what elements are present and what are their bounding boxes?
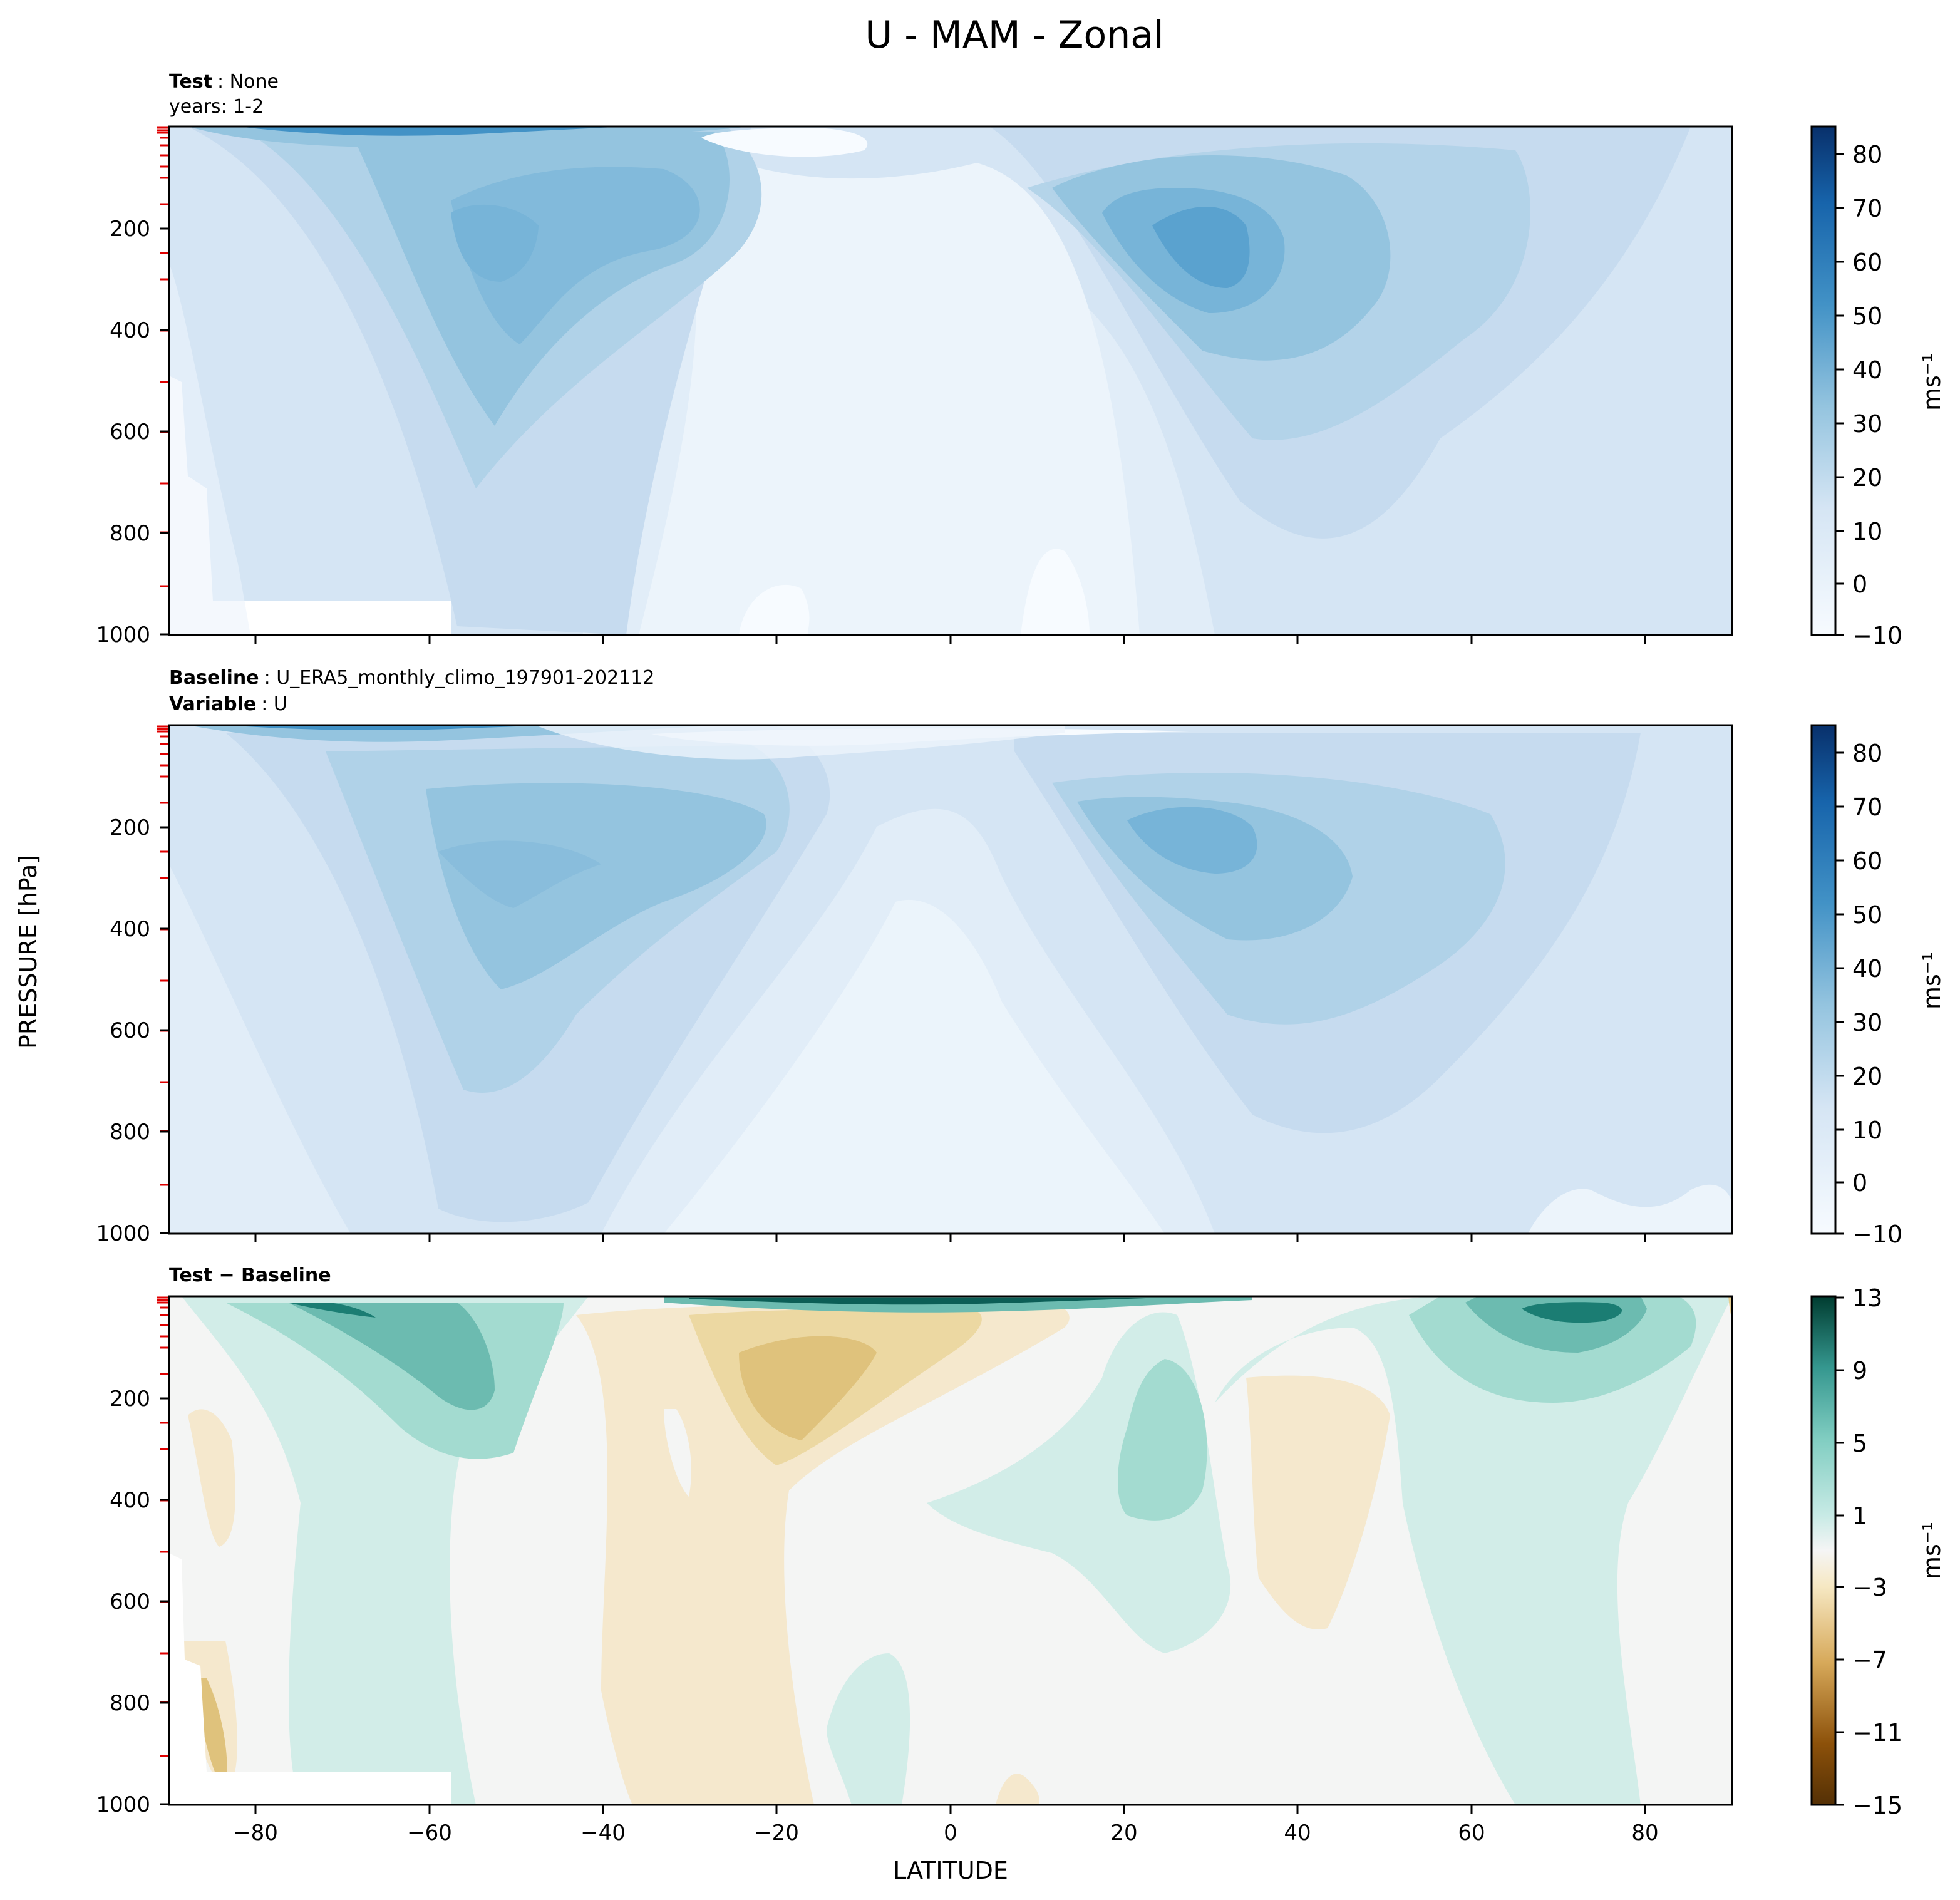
colorbar-tick: 10	[1852, 1117, 1882, 1144]
xtick-label: 60	[1458, 1820, 1485, 1846]
colorbar-tick: 30	[1852, 1009, 1882, 1036]
colorbar-tick: 80	[1852, 740, 1882, 767]
panel-baseline-yticks: 200 400 600 800 1000	[96, 815, 150, 1246]
xtick-label: −40	[580, 1820, 626, 1846]
colorbar-tick: −10	[1852, 622, 1902, 649]
colorbar-tick: 13	[1852, 1284, 1882, 1312]
ytick-label: 600	[110, 1018, 150, 1043]
colorbar-tick: −10	[1852, 1221, 1902, 1248]
panel-baseline: Baseline: U_ERA5_monthly_climo_197901-20…	[96, 667, 1946, 1248]
panel-test: Test: None years: 1-2	[96, 71, 1946, 649]
colorbar-tick: 9	[1852, 1357, 1867, 1385]
ytick-label: 400	[110, 917, 150, 942]
ytick-label: 1000	[96, 1221, 150, 1246]
panel-diff-yticks: 200 400 600 800 1000	[96, 1386, 150, 1817]
xtick-label: 40	[1284, 1820, 1311, 1846]
colorbar-label: ms⁻¹	[1918, 952, 1946, 1009]
colorbar-tick: −7	[1852, 1646, 1887, 1674]
panel-baseline-level-marks	[157, 725, 168, 1186]
colorbar-tick: 1	[1852, 1502, 1867, 1530]
figure-title: U - MAM - Zonal	[865, 13, 1163, 57]
colorbar-tick: 60	[1852, 847, 1882, 875]
ytick-label: 1000	[96, 1792, 150, 1817]
panel-baseline-contours	[169, 725, 1732, 1234]
xtick-label: 80	[1631, 1820, 1658, 1846]
ytick-label: 600	[110, 1589, 150, 1614]
panel-diff: Test − Baseline	[96, 1264, 1946, 1846]
ytick-label: 200	[110, 217, 150, 242]
colorbar-tick: 0	[1852, 1169, 1867, 1197]
panel-baseline-header-line1: Baseline: U_ERA5_monthly_climo_197901-20…	[169, 667, 654, 689]
y-axis-label: PRESSURE [hPa]	[14, 855, 42, 1049]
panel-diff-level-marks	[157, 1296, 168, 1757]
colorbar-tick: 60	[1852, 249, 1882, 276]
ytick-label: 600	[110, 420, 150, 445]
panel-test-contours	[169, 126, 1732, 635]
colorbar-tick: 50	[1852, 302, 1882, 330]
ytick-label: 800	[110, 1120, 150, 1145]
xtick-label: −20	[754, 1820, 799, 1846]
xtick-label: 20	[1110, 1820, 1137, 1846]
panel-test-yticks: 200 400 600 800 1000	[96, 217, 150, 648]
colorbar-tick: 70	[1852, 195, 1882, 222]
panel-diff-header: Test − Baseline	[169, 1264, 331, 1286]
colorbar-tick: 70	[1852, 793, 1882, 821]
colorbar-tick: 0	[1852, 571, 1867, 598]
ytick-label: 400	[110, 1488, 150, 1513]
ytick-label: 800	[110, 521, 150, 546]
colorbar-tick: 10	[1852, 518, 1882, 545]
ytick-label: 200	[110, 1386, 150, 1412]
colorbar-tick: 40	[1852, 356, 1882, 384]
colorbar-tick: −11	[1852, 1719, 1902, 1747]
panel-baseline-header-line2: Variable: U	[169, 693, 287, 715]
panel-test-header-line2: years: 1-2	[169, 96, 264, 118]
panel-baseline-colorbar: 80 70 60 50 40 30 20 10 0 −10 ms⁻¹	[1810, 724, 1946, 1248]
xtick-label: 0	[944, 1820, 957, 1846]
xtick-labels: −80 −60 −40 −20 0 20 40 60 80	[233, 1820, 1659, 1846]
colorbar-label: ms⁻¹	[1918, 353, 1946, 411]
xtick-label: −60	[407, 1820, 452, 1846]
colorbar-tick: 40	[1852, 955, 1882, 983]
colorbar-tick: −3	[1852, 1574, 1887, 1601]
colorbar-tick: 30	[1852, 410, 1882, 438]
colorbar-tick: 50	[1852, 901, 1882, 929]
xtick-label: −80	[233, 1820, 278, 1846]
colorbar-tick: 20	[1852, 464, 1882, 492]
panel-diff-colorbar: 13 9 5 1 −3 −7 −11 −15 ms⁻¹	[1810, 1284, 1946, 1819]
panel-test-header-line1: Test: None	[169, 71, 279, 93]
colorbar-tick: 80	[1852, 141, 1882, 168]
colorbar-label: ms⁻¹	[1918, 1522, 1946, 1579]
ytick-label: 800	[110, 1691, 150, 1716]
panel-test-colorbar: 80 70 60 50 40 30 20 10 0 −10 ms⁻¹	[1810, 125, 1946, 649]
ytick-label: 400	[110, 318, 150, 343]
x-axis-label: LATITUDE	[893, 1857, 1008, 1884]
colorbar-tick: −15	[1852, 1792, 1902, 1819]
ytick-label: 200	[110, 815, 150, 840]
colorbar-tick: 5	[1852, 1430, 1867, 1457]
colorbar-tick: 20	[1852, 1063, 1882, 1090]
ytick-label: 1000	[96, 622, 150, 648]
panel-diff-contours	[169, 1296, 1732, 1805]
panel-test-level-marks	[157, 126, 168, 587]
